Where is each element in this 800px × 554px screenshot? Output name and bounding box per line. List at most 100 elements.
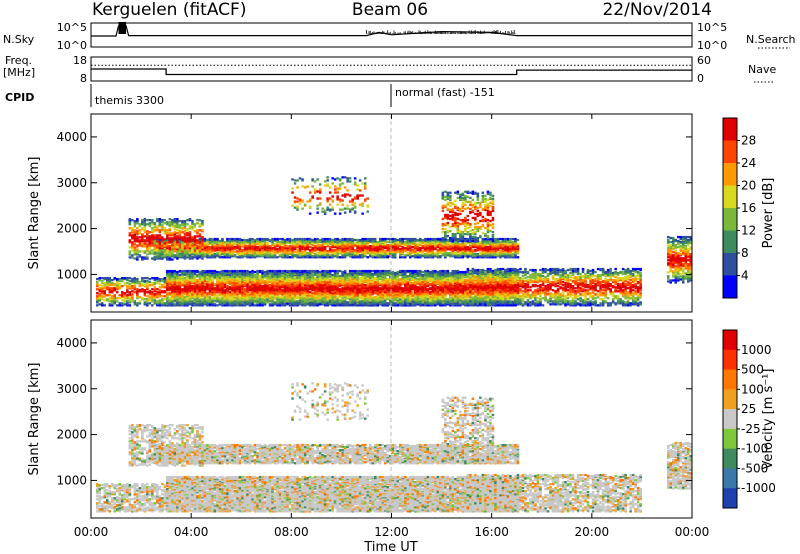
heatmap-cell <box>256 246 259 249</box>
heatmap-cell <box>288 269 292 273</box>
heatmap-cell <box>233 246 237 249</box>
heatmap-cell <box>218 251 222 254</box>
heatmap-cell <box>251 303 254 306</box>
heatmap-cell <box>206 244 209 247</box>
heatmap-cell <box>291 279 294 282</box>
heatmap-cell <box>248 250 252 253</box>
heatmap-cell <box>198 295 202 298</box>
heatmap-cell <box>286 286 289 289</box>
heatmap-cell <box>429 237 432 241</box>
heatmap-cell <box>216 276 219 279</box>
heatmap-cell <box>261 245 264 248</box>
heatmap-cell <box>258 291 262 294</box>
heatmap-cell <box>456 242 460 245</box>
heatmap-cell <box>479 252 482 255</box>
heatmap-cell <box>391 248 394 251</box>
heatmap-cell <box>343 242 347 245</box>
heatmap-cell <box>364 249 367 252</box>
heatmap-cell <box>243 290 247 293</box>
heatmap-cell <box>491 256 495 259</box>
heatmap-cell <box>316 252 319 255</box>
heatmap-cell <box>361 276 364 279</box>
freq-series-line <box>91 68 692 76</box>
heatmap-cell <box>371 296 374 299</box>
heatmap-cell <box>318 284 322 287</box>
heatmap-cell <box>201 269 204 273</box>
heatmap-cell <box>509 237 512 241</box>
heatmap-cell <box>303 276 307 279</box>
heatmap-cell <box>394 292 397 295</box>
heatmap-cell <box>298 291 302 294</box>
heatmap-cell <box>248 270 252 274</box>
heatmap-cell <box>193 272 197 276</box>
heatmap-cell <box>504 249 507 252</box>
heatmap-cell <box>456 252 460 255</box>
heatmap-cell <box>379 250 382 253</box>
heatmap-cell <box>474 256 477 259</box>
heatmap-cell <box>243 276 247 279</box>
heatmap-cell <box>313 277 317 280</box>
heatmap-cell <box>371 251 374 254</box>
heatmap-cell <box>281 246 284 249</box>
heatmap-cell <box>246 283 249 286</box>
heatmap-cell <box>213 273 217 277</box>
heatmap-cell <box>434 247 437 250</box>
heatmap-cell <box>369 269 372 273</box>
heatmap-cell <box>311 255 314 258</box>
heatmap-cell <box>266 247 269 250</box>
heatmap-cell <box>211 297 214 300</box>
heatmap-cell <box>501 237 505 241</box>
heatmap-cell <box>379 237 382 241</box>
heatmap-cell <box>454 240 457 244</box>
heatmap-cell <box>351 242 354 245</box>
heatmap-cell <box>328 299 332 302</box>
heatmap-cell <box>374 299 377 302</box>
heatmap-cell <box>203 296 207 299</box>
heatmap-cell <box>459 251 462 254</box>
heatmap-cell <box>381 275 384 278</box>
heatmap-cell <box>426 237 430 241</box>
heatmap-cell <box>386 237 389 241</box>
heatmap-cell <box>243 238 247 242</box>
heatmap-cell <box>296 296 299 299</box>
heatmap-cell <box>348 296 352 299</box>
cpid-mode-2: normal (fast) -151 <box>395 86 495 99</box>
heatmap-cell <box>166 279 169 282</box>
heatmap-cell <box>343 284 347 287</box>
heatmap-cell <box>193 282 197 285</box>
heatmap-cell <box>221 282 224 285</box>
heatmap-cell <box>243 301 247 304</box>
heatmap-cell <box>338 290 342 293</box>
heatmap-cell <box>166 303 169 306</box>
heatmap-cell <box>256 300 259 303</box>
heatmap-cell <box>321 269 324 273</box>
heatmap-cell <box>261 271 264 275</box>
heatmap-cell <box>311 269 314 273</box>
heatmap-cell <box>291 238 294 242</box>
heatmap-cell <box>321 286 324 289</box>
heatmap-cell <box>499 237 502 241</box>
heatmap-cell <box>303 269 307 273</box>
power-heatmap <box>96 176 692 307</box>
heatmap-cell <box>221 269 224 273</box>
heatmap-cell <box>296 240 299 244</box>
heatmap-cell <box>271 237 274 241</box>
nsky-series-line <box>91 25 692 37</box>
heatmap-cell <box>364 299 367 302</box>
heatmap-cell <box>384 242 387 245</box>
heatmap-cell <box>221 256 224 259</box>
heatmap-cell <box>366 285 369 288</box>
heatmap-cell <box>404 240 407 244</box>
heatmap-cell <box>228 269 232 273</box>
heatmap-cell <box>288 256 292 259</box>
heatmap-cell <box>293 251 297 254</box>
heatmap-cell <box>286 269 289 273</box>
heatmap-cell <box>206 299 209 302</box>
heatmap-cell <box>288 253 292 256</box>
heatmap-cell <box>404 254 407 257</box>
heatmap-cell <box>218 244 222 247</box>
heatmap-cell <box>496 252 500 255</box>
heatmap-cell <box>306 246 309 249</box>
heatmap-cell <box>313 237 317 241</box>
heatmap-cell <box>221 284 224 287</box>
